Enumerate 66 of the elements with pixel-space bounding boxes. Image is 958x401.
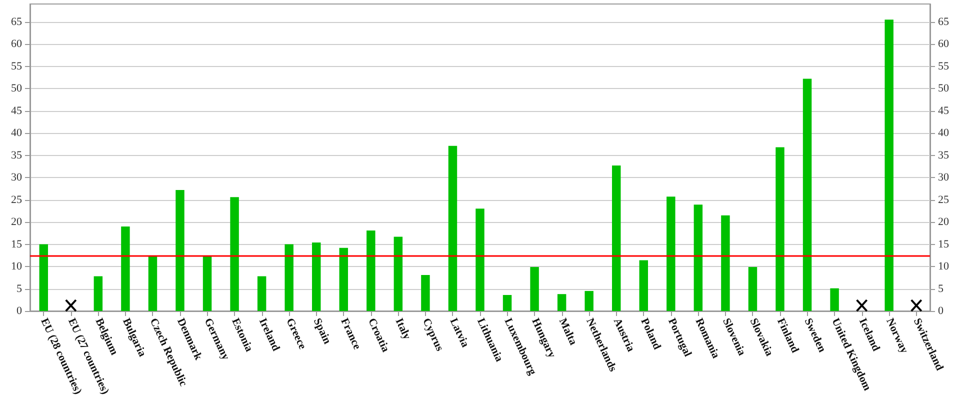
x-tick-label: Cyprus	[420, 316, 446, 354]
bar	[666, 196, 676, 311]
x-tick-label: France	[338, 316, 364, 352]
y2-tick-label: 10	[938, 260, 950, 273]
y2-tick-label: 50	[938, 82, 950, 95]
bar	[502, 294, 512, 311]
y2-tick-label: 25	[938, 194, 950, 206]
bar	[884, 20, 894, 311]
bar	[584, 290, 594, 311]
bar	[148, 256, 158, 311]
bar	[257, 276, 266, 311]
y-tick-label: 5	[16, 282, 22, 295]
bar	[312, 242, 321, 311]
bar	[94, 276, 103, 311]
bar	[394, 236, 403, 311]
bar	[202, 256, 212, 311]
y2-tick-label: 55	[938, 60, 950, 72]
bar	[421, 274, 430, 311]
y-tick-label: 45	[11, 104, 22, 117]
y-tick-label: 60	[11, 38, 22, 50]
x-tick-label: Malta	[556, 316, 580, 348]
y-tick-label: 40	[11, 127, 22, 140]
bar	[639, 260, 648, 311]
x-tick-label: Italy	[392, 316, 414, 342]
bar	[612, 166, 621, 311]
bar	[121, 226, 130, 311]
y2-tick-label: 60	[938, 38, 950, 50]
bar	[366, 230, 376, 311]
bar	[694, 204, 703, 311]
y2-tick-label: 15	[938, 238, 950, 250]
y-tick-label: 0	[16, 305, 22, 317]
y2-tick-label: 65	[938, 16, 950, 28]
y-tick-label: 20	[11, 216, 22, 228]
y-tick-label: 15	[11, 238, 22, 250]
y2-tick-label: 30	[938, 172, 950, 184]
x-tick-label: Croatia	[365, 316, 392, 354]
bar	[284, 244, 294, 311]
y-tick-label: 65	[11, 16, 22, 28]
bar	[339, 248, 348, 311]
x-tick-label: Spain	[310, 316, 334, 346]
bar	[230, 197, 239, 311]
bar	[176, 190, 184, 311]
y-tick-label: 35	[11, 149, 22, 162]
bar	[830, 288, 839, 311]
bar	[557, 294, 566, 311]
y-tick-label: 30	[11, 172, 22, 184]
bar	[802, 78, 812, 311]
x-tick-label: Latvia	[447, 316, 472, 350]
bar	[448, 146, 458, 311]
bar	[776, 147, 784, 311]
y-tick-label: 10	[11, 260, 22, 273]
y2-tick-label: 20	[938, 216, 950, 228]
y-tick-label: 25	[11, 194, 22, 206]
y2-tick-label: 45	[938, 104, 950, 117]
x-tick-label: Greece	[284, 316, 308, 352]
bar	[748, 266, 758, 311]
y2-tick-label: 35	[938, 149, 950, 162]
bar	[530, 266, 539, 311]
y2-tick-label: 40	[938, 127, 950, 140]
bar	[476, 208, 484, 311]
y-tick-label: 50	[11, 82, 22, 95]
y-tick-label: 55	[11, 60, 22, 72]
bar	[39, 244, 48, 311]
y2-tick-label: 0	[938, 305, 944, 317]
bar	[721, 215, 730, 311]
y2-tick-label: 5	[938, 282, 944, 295]
